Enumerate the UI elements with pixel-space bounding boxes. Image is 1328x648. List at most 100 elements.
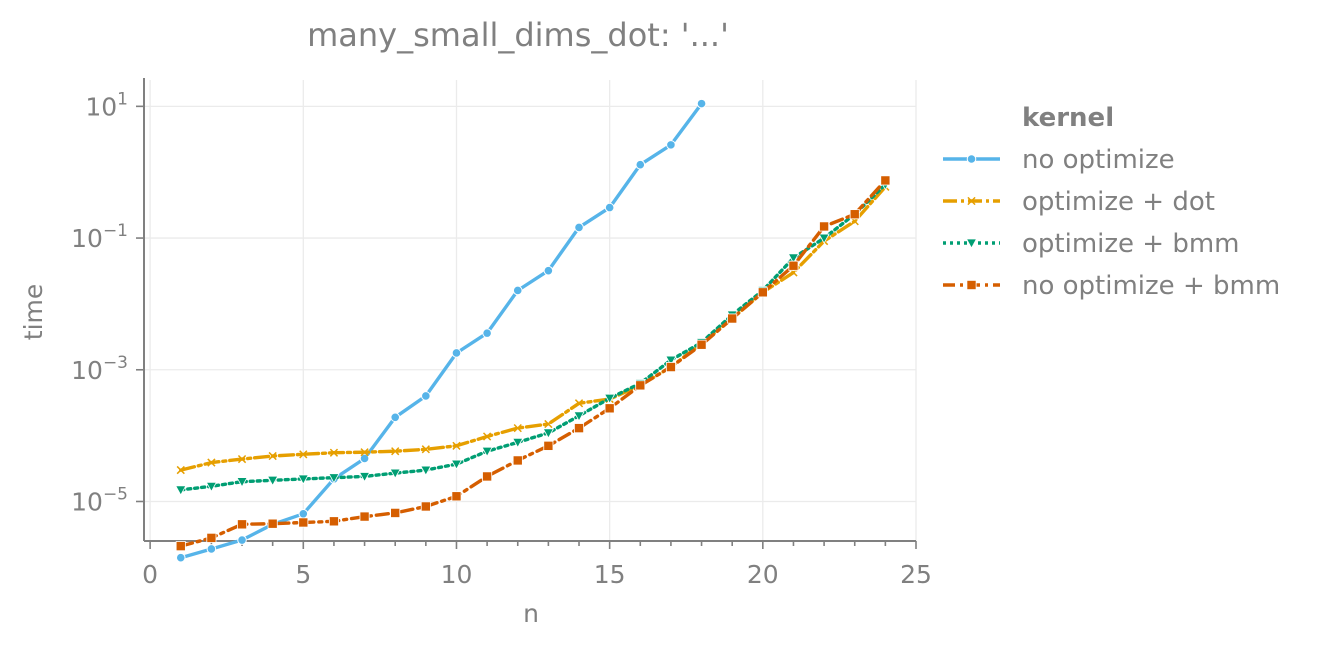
data-point bbox=[665, 355, 677, 366]
legend-label: optimize + dot bbox=[1022, 187, 1215, 217]
data-point bbox=[666, 140, 676, 150]
data-point bbox=[788, 260, 799, 271]
data-point bbox=[696, 339, 707, 350]
legend: kernel no optimize optimize + dot optimize… bbox=[943, 103, 1280, 301]
data-point bbox=[450, 459, 463, 470]
data-point bbox=[391, 447, 400, 456]
data-point bbox=[390, 507, 401, 518]
data-point bbox=[787, 253, 800, 264]
data-point bbox=[205, 481, 218, 493]
data-point bbox=[696, 98, 707, 109]
chart-title: many_small_dims_dot: '...' bbox=[307, 16, 729, 54]
data-point bbox=[543, 265, 554, 276]
data-point bbox=[543, 440, 554, 451]
data-point bbox=[818, 233, 830, 244]
data-point bbox=[604, 202, 615, 213]
data-point bbox=[237, 519, 248, 530]
data-point bbox=[513, 423, 522, 433]
data-point bbox=[544, 419, 553, 429]
axes: 0 5 10 15 20 25 101 10−1 10−3 10−5 bbox=[71, 78, 932, 589]
x-marker-stroke bbox=[452, 441, 461, 450]
data-point bbox=[206, 544, 217, 554]
data-point bbox=[482, 328, 492, 338]
data-point bbox=[329, 448, 339, 457]
series-line bbox=[179, 182, 888, 492]
data-point bbox=[266, 475, 279, 487]
data-point bbox=[512, 285, 523, 296]
data-point bbox=[727, 313, 738, 324]
x-marker-stroke bbox=[299, 450, 308, 459]
data-point bbox=[421, 445, 430, 454]
data-point bbox=[512, 437, 524, 449]
data-point bbox=[635, 159, 646, 170]
legend-item: optimize + dot bbox=[943, 187, 1215, 217]
x-marker-stroke bbox=[482, 432, 492, 441]
data-point bbox=[297, 474, 309, 485]
data-point bbox=[482, 432, 492, 441]
data-point bbox=[481, 446, 493, 458]
legend-swatch-marker bbox=[966, 279, 977, 290]
data-point bbox=[819, 221, 830, 232]
data-point bbox=[237, 535, 247, 545]
legend-item: no optimize bbox=[943, 145, 1175, 175]
x-marker-stroke bbox=[391, 447, 400, 456]
data-point bbox=[268, 451, 277, 461]
data-point bbox=[359, 511, 370, 522]
data-point bbox=[237, 454, 247, 464]
x-marker-stroke bbox=[574, 399, 584, 408]
series-layer bbox=[175, 98, 892, 563]
x-tick-label: 10 bbox=[441, 560, 473, 589]
data-point bbox=[175, 485, 187, 496]
x-tick-label: 5 bbox=[295, 560, 311, 589]
series-no-optimize bbox=[175, 98, 707, 563]
data-point bbox=[359, 453, 370, 464]
legend-label: optimize + bmm bbox=[1022, 229, 1240, 259]
series-line bbox=[179, 101, 704, 560]
data-point bbox=[267, 518, 278, 529]
x-tick-label: 20 bbox=[747, 560, 779, 589]
y-tick-label: 10−1 bbox=[71, 221, 128, 253]
data-point bbox=[512, 455, 523, 466]
data-point bbox=[574, 423, 585, 434]
grid bbox=[144, 80, 917, 541]
data-point bbox=[299, 450, 308, 459]
data-point bbox=[452, 441, 461, 450]
data-point bbox=[358, 472, 371, 483]
data-point bbox=[421, 391, 431, 401]
data-point bbox=[757, 287, 768, 298]
data-point bbox=[542, 428, 555, 439]
legend-swatch-marker bbox=[965, 238, 978, 249]
data-point bbox=[849, 209, 860, 220]
y-tick-label: 10−5 bbox=[71, 484, 128, 516]
data-point bbox=[420, 465, 432, 476]
data-point bbox=[482, 471, 493, 482]
legend-title: kernel bbox=[1022, 103, 1114, 133]
legend-swatch-marker bbox=[966, 154, 977, 164]
data-point bbox=[880, 175, 891, 186]
x-marker-stroke bbox=[544, 419, 553, 429]
legend-swatch-marker bbox=[967, 196, 976, 206]
data-point bbox=[451, 491, 462, 502]
x-tick-label: 25 bbox=[900, 560, 932, 589]
data-point bbox=[635, 380, 646, 391]
data-point bbox=[573, 411, 585, 422]
data-point bbox=[360, 448, 369, 457]
x-marker-stroke bbox=[421, 445, 430, 454]
y-tick-label: 10−3 bbox=[71, 353, 128, 385]
x-marker-stroke bbox=[268, 451, 277, 461]
data-point bbox=[665, 362, 676, 373]
series-optimize-bmm bbox=[175, 180, 892, 496]
x-marker-stroke bbox=[967, 196, 976, 206]
x-tick-label: 0 bbox=[142, 560, 158, 589]
y-tick-label: 101 bbox=[85, 89, 128, 121]
data-point bbox=[328, 473, 340, 484]
data-point bbox=[236, 477, 248, 488]
x-marker-stroke bbox=[176, 465, 185, 475]
data-point bbox=[298, 517, 309, 528]
y-axis-label: time bbox=[19, 284, 48, 340]
data-point bbox=[574, 222, 584, 233]
data-point bbox=[175, 541, 186, 552]
x-marker-stroke bbox=[207, 458, 216, 467]
legend-label: no optimize + bmm bbox=[1022, 271, 1280, 301]
